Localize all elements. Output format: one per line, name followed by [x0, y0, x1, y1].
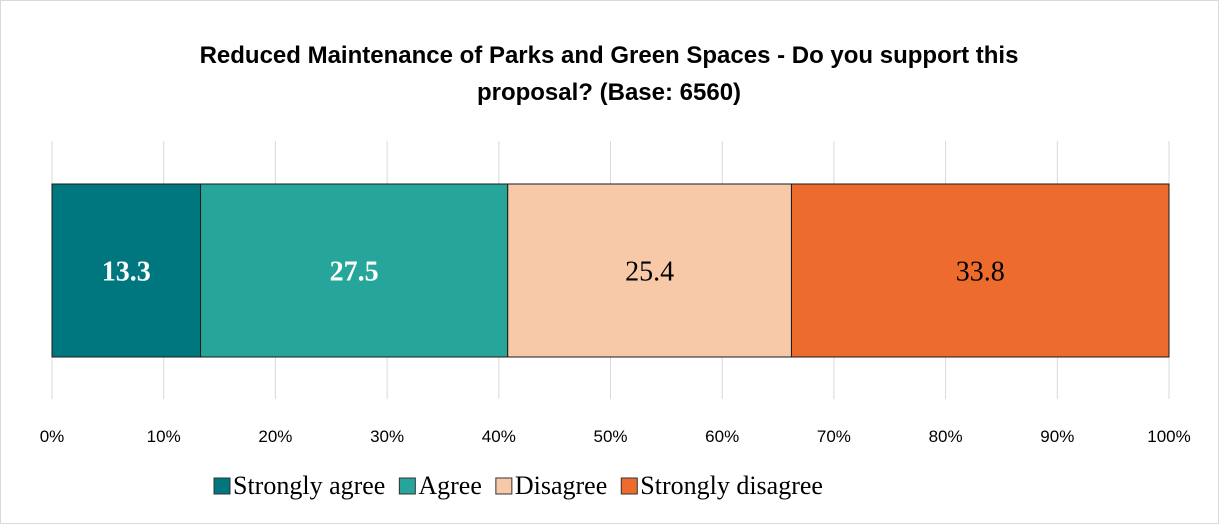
- bar-segment-1: [51, 183, 202, 358]
- data-label-2: 27.5: [330, 257, 379, 288]
- legend-swatch: [620, 477, 638, 495]
- legend-swatch: [495, 477, 513, 495]
- legend-item-4: Strongly disagree: [620, 471, 823, 500]
- legend: Strongly agree Agree Disagree Strongly disa…: [213, 471, 823, 500]
- legend-item-2: Agree: [398, 471, 482, 500]
- legend-label: Strongly disagree: [640, 471, 823, 500]
- bar-segment-4: [790, 183, 1170, 358]
- legend-label: Strongly agree: [233, 471, 385, 500]
- bar-segment-3: [507, 183, 792, 358]
- chart-title-line-1: Reduced Maintenance of Parks and Green S…: [200, 42, 1019, 69]
- legend-item-3: Disagree: [495, 471, 607, 500]
- legend-swatch: [398, 477, 416, 495]
- x-tick-label: 80%: [929, 427, 963, 446]
- x-tick-label: 60%: [705, 427, 739, 446]
- data-label-3: 25.4: [625, 257, 674, 288]
- legend-label: Disagree: [515, 471, 607, 500]
- x-tick-label: 10%: [147, 427, 181, 446]
- x-tick-label: 50%: [593, 427, 627, 446]
- data-label-1: 13.3: [102, 257, 151, 288]
- x-tick-label: 30%: [370, 427, 404, 446]
- x-tick-label: 70%: [817, 427, 851, 446]
- bars: 13.3 27.5 25.4 33.8: [51, 183, 1170, 358]
- x-tick-label: 20%: [258, 427, 292, 446]
- chart-title-line-2: proposal? (Base: 6560): [477, 79, 741, 106]
- legend-swatch: [213, 477, 231, 495]
- legend-label: Agree: [418, 471, 482, 500]
- x-tick-label: 90%: [1040, 427, 1074, 446]
- data-label-4: 33.8: [956, 257, 1005, 288]
- legend-item-1: Strongly agree: [213, 471, 385, 500]
- x-tick-label: 100%: [1147, 427, 1190, 446]
- x-axis-ticks: 0% 10% 20% 30% 40% 50% 60% 70% 80% 90% 100%: [40, 427, 1191, 446]
- chart-title: Reduced Maintenance of Parks and Green S…: [200, 42, 1019, 106]
- x-tick-label: 0%: [40, 427, 65, 446]
- x-tick-label: 40%: [482, 427, 516, 446]
- bar-segment-2: [200, 183, 509, 358]
